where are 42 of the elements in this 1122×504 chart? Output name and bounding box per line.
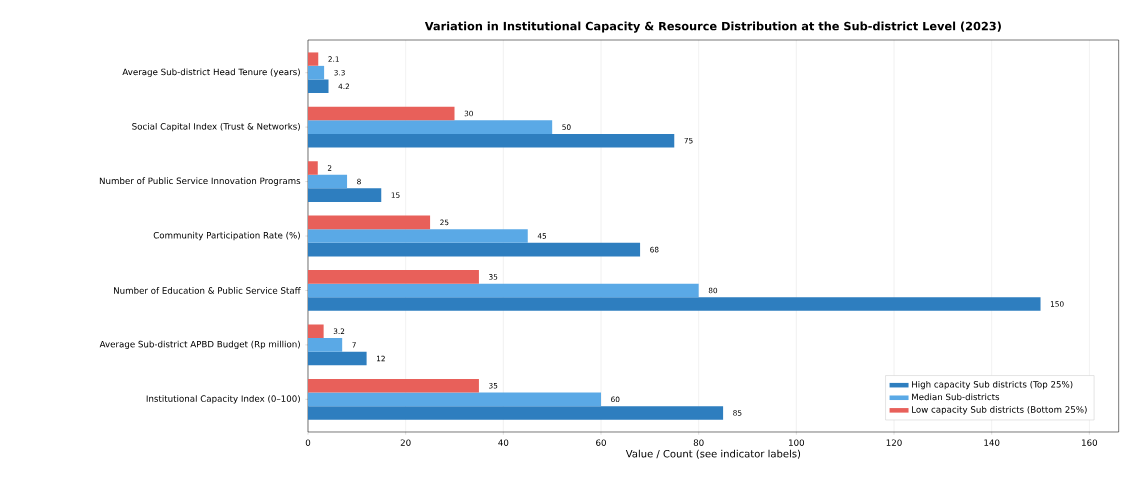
bar	[308, 215, 431, 230]
bar	[308, 324, 324, 339]
bar	[308, 79, 329, 94]
bar	[308, 229, 528, 243]
bar	[308, 283, 699, 298]
legend-label: High capacity Sub districts (Top 25%)	[912, 380, 1073, 390]
x-tick-label: 140	[984, 439, 1000, 446]
y-tick-label: Average Sub-district APBD Budget (Rp million)	[99, 340, 300, 350]
y-tick-label: Number of Public Service Innovation Programs	[99, 177, 301, 186]
x-tick-label: 60	[596, 439, 606, 446]
y-tick-label: Social Capital Index (Trust & Networks)	[132, 122, 300, 132]
bar	[308, 378, 479, 393]
y-tick-label: Average Sub-district Head Tenure (years)	[122, 68, 300, 77]
bar	[308, 133, 675, 148]
y-tick-label: Institutional Capacity Index (0–100)	[146, 395, 300, 404]
y-tick-label: Number of Education & Public Service Staff	[114, 287, 301, 294]
x-tick-label: 80	[693, 439, 704, 446]
bar	[308, 270, 479, 284]
chart-title: Variation in Institutional Capacity & Resource Distribution at the Sub-district Level (2023)	[424, 21, 1001, 33]
bar	[308, 297, 1041, 311]
bar	[308, 338, 343, 352]
bar	[308, 406, 724, 420]
bar	[308, 120, 553, 134]
x-tick-label: 100	[789, 439, 805, 446]
x-tick-label: 160	[1082, 439, 1098, 446]
bar	[308, 174, 348, 189]
bar	[308, 351, 367, 366]
x-tick-label: 20	[400, 439, 411, 446]
bar	[308, 242, 641, 257]
bar	[308, 161, 318, 175]
x-axis-title: Value / Count (see indicator labels)	[625, 449, 801, 459]
y-tick-label: Community Participation Rate (%)	[153, 231, 300, 241]
legend-label: Median Sub-districts	[912, 393, 1000, 401]
bar	[308, 52, 319, 66]
x-tick-label: 0	[305, 439, 311, 446]
bar	[308, 65, 325, 80]
bar	[308, 106, 455, 121]
legend-label: Low capacity Sub districts (Bottom 25%)	[912, 406, 1087, 415]
x-tick-label: 120	[886, 439, 902, 446]
bar	[308, 188, 382, 202]
x-tick-label: 40	[498, 439, 509, 446]
bar	[308, 392, 602, 407]
